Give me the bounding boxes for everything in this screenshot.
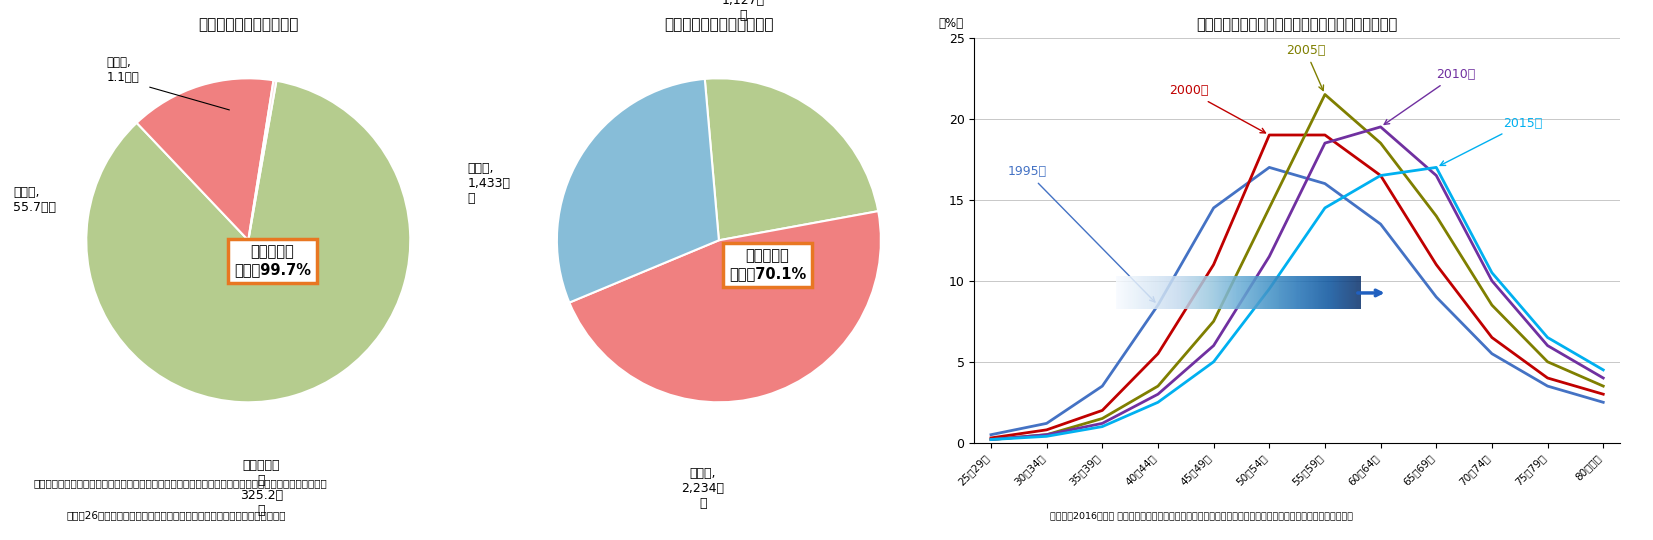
Title: （図表４）年代別に見た中小企業の経営者年齢分布: （図表４）年代別に見た中小企業の経営者年齢分布 (1197, 17, 1398, 32)
Text: 中小企業で
全体の70.1%: 中小企業で 全体の70.1% (729, 248, 807, 281)
Text: 2015年: 2015年 (1440, 117, 1542, 165)
Text: 2000年: 2000年 (1169, 84, 1266, 133)
Text: 1995年: 1995年 (1008, 165, 1155, 302)
Wedge shape (569, 211, 881, 402)
Text: 中企業,
55.7万者: 中企業, 55.7万者 (13, 186, 56, 214)
Wedge shape (557, 79, 719, 302)
Text: 2010年: 2010年 (1384, 68, 1476, 124)
Wedge shape (248, 80, 276, 240)
Text: 2005年: 2005年 (1286, 44, 1326, 91)
Text: 小規模企業
業
325.2万
者: 小規模企業 業 325.2万 者 (240, 459, 283, 517)
Text: （資料）いずれも、中小企業庁「事業承継を中心とする事業活性化に関する検討会（第１回）」配布資料: （資料）いずれも、中小企業庁「事業承継を中心とする事業活性化に関する検討会（第１… (33, 478, 327, 488)
Text: （平成26年度経済センサス基礎調査再編加工）よりニッセイ基礎研究所作成: （平成26年度経済センサス基礎調査再編加工）よりニッセイ基礎研究所作成 (66, 510, 286, 521)
Text: 大企業,
1.1万者: 大企業, 1.1万者 (106, 56, 139, 84)
Wedge shape (704, 78, 878, 240)
Text: 小規模企
業
1,127万
人: 小規模企 業 1,127万 人 (722, 0, 765, 22)
Text: 大企業,
1,433万
人: 大企業, 1,433万 人 (468, 162, 511, 205)
Wedge shape (86, 81, 410, 402)
Text: 中小企業で
全体の99.7%: 中小企業で 全体の99.7% (235, 244, 311, 276)
Title: （図表２）企業数の内訳: （図表２）企業数の内訳 (198, 17, 299, 32)
Text: 中企業,
2,234万
人: 中企業, 2,234万 人 (681, 467, 724, 510)
Title: （図表３）従業員数の内訳: （図表３）従業員数の内訳 (665, 17, 774, 32)
Wedge shape (137, 78, 273, 240)
Text: （%）: （%） (939, 17, 964, 30)
Text: （資料）2016年度版 中小企業白書（帝国データバンク企業概要ファイル再編加工）よりニッセイ基礎研究所作成: （資料）2016年度版 中小企業白書（帝国データバンク企業概要ファイル再編加工）… (1050, 511, 1352, 521)
